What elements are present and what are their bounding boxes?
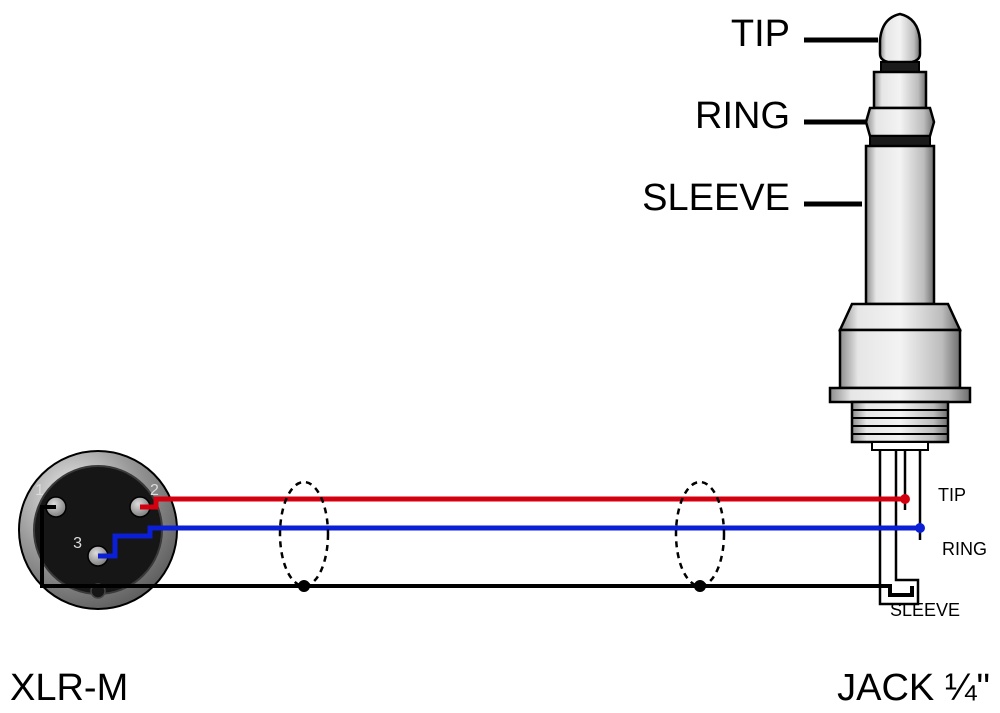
jack-pin-label-sleeve: SLEEVE (890, 600, 960, 620)
jack-threads (852, 402, 948, 442)
xlr-caption: XLR-M (10, 667, 128, 709)
jack-pin-label-ring: RING (942, 539, 987, 559)
jack-terminals (872, 442, 928, 604)
label-ring: RING (695, 95, 790, 137)
jack-sleeve (866, 146, 934, 304)
trs-labels: TIP RING SLEEVE (642, 13, 878, 219)
jack-tip (880, 14, 920, 62)
jack-pin-label-tip: TIP (938, 485, 966, 505)
jack-upper-shaft (874, 72, 926, 108)
jack-insulator-2 (870, 136, 930, 146)
xlr-pin-2-label: 2 (150, 482, 159, 499)
wire-cold (98, 528, 920, 556)
jack-body (840, 330, 960, 388)
jack-ring (866, 108, 934, 136)
jack-caption: JACK ¼" (837, 667, 990, 709)
xlr-pin-1-label: 1 (35, 482, 44, 499)
xlr-face (34, 466, 162, 594)
wire-hot-dot (900, 494, 910, 504)
jack-insulator-1 (881, 62, 919, 72)
jack-body-flare (840, 304, 960, 330)
jack-nut (830, 388, 970, 402)
trs-jack (830, 14, 970, 604)
label-sleeve: SLEEVE (642, 177, 790, 219)
label-tip: TIP (731, 13, 790, 55)
xlr-pin-3-label: 3 (73, 535, 82, 552)
wire-hot (140, 499, 905, 507)
wire-cold-dot (915, 523, 925, 533)
